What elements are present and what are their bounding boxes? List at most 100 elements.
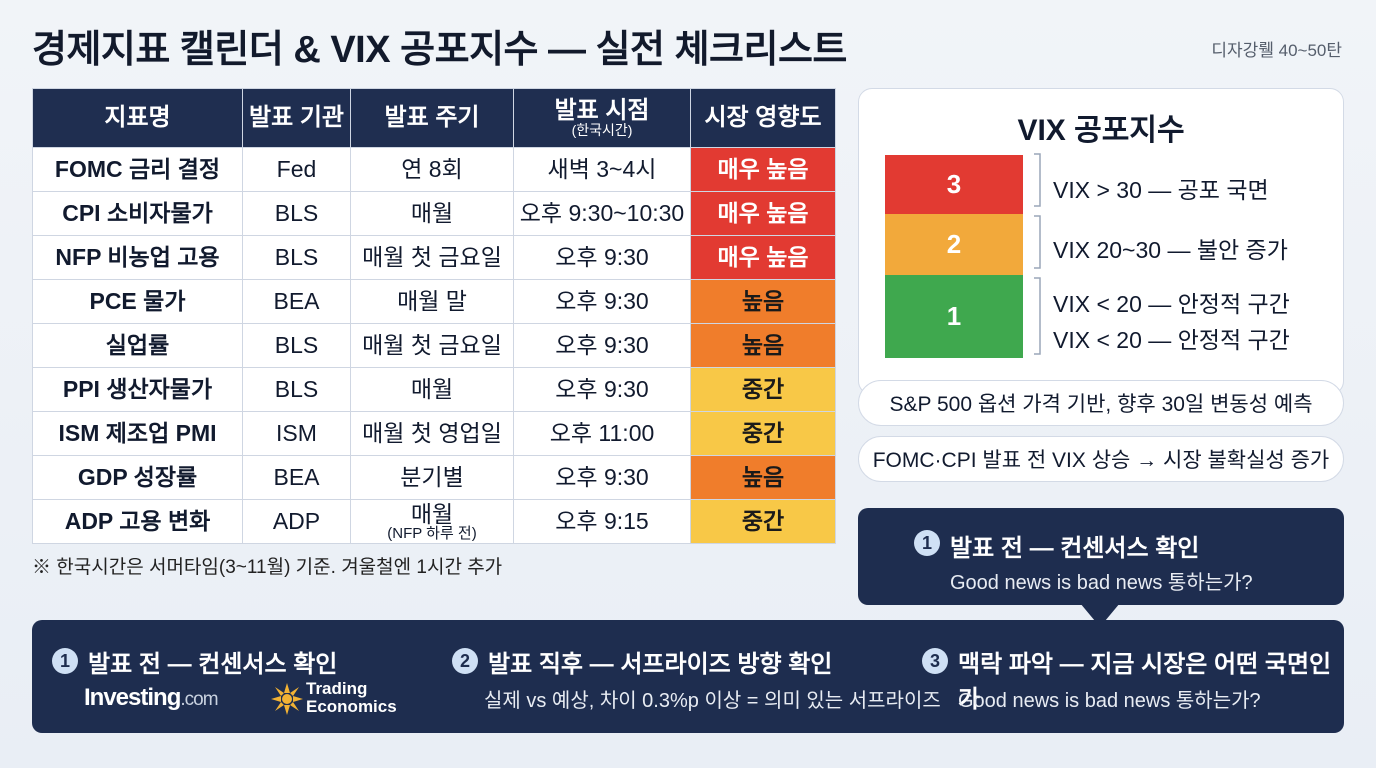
table-cell: 오후 9:30 xyxy=(513,367,691,412)
table-cell: 오후 9:30 xyxy=(513,323,691,368)
cell-text: 중간 xyxy=(741,508,785,535)
cell-text: 매월 xyxy=(410,500,454,527)
table-cell: 매월 첫 영업일 xyxy=(350,411,514,456)
header-row: 지표명 발표 기관 발표 주기 발표 시점 (한국시간) 시장 영향도 xyxy=(32,88,836,148)
table-row: GDP 성장률 BEA 분기별 오후 9:30 높음 xyxy=(32,455,836,500)
table-cell: BLS xyxy=(242,323,351,368)
vix-line: VIX < 20 — 안정적 구간 xyxy=(1053,290,1290,317)
table-row: ADP 고용 변화 ADP 매월 (NFP 하루 전) 오후 9:15 중간 xyxy=(32,499,836,544)
cell-text: 매월 xyxy=(410,376,454,403)
table-cell: FOMC 금리 결정 xyxy=(32,147,243,192)
table-cell: BEA xyxy=(242,455,351,500)
step-number: 2 xyxy=(452,648,478,674)
cell-text: 오후 9:15 xyxy=(555,508,649,535)
cell-text: 실업률 xyxy=(105,332,170,359)
table-cell: GDP 성장률 xyxy=(32,455,243,500)
callout: 1 발표 전 — 컨센서스 확인 Good news is bad news 통… xyxy=(858,508,1344,605)
table-cell: BLS xyxy=(242,191,351,236)
column-note: (한국시간) xyxy=(571,122,633,139)
cell-text: 높음 xyxy=(741,288,785,315)
table-cell: BEA xyxy=(242,279,351,324)
vix-level: 3 xyxy=(885,155,1023,214)
cell-text: 매월 첫 영업일 xyxy=(362,420,502,447)
cell-text: 중간 xyxy=(741,376,785,403)
table-cell: 높음 xyxy=(690,323,836,368)
logo-text: Trading xyxy=(306,679,368,698)
vix-level: 2 xyxy=(885,214,1023,275)
table-row: CPI 소비자물가 BLS 매월 오후 9:30~10:30 매우 높음 xyxy=(32,191,836,236)
table-cell: 연 8회 xyxy=(350,147,514,192)
cell-text: ISM xyxy=(276,420,317,447)
cell-text: 높음 xyxy=(741,464,785,491)
cell-text: BEA xyxy=(273,464,320,491)
column-header: 발표 주기 xyxy=(350,88,514,148)
column-title: 발표 시점 xyxy=(554,97,650,125)
table-cell: PCE 물가 xyxy=(32,279,243,324)
brackets xyxy=(1034,153,1041,355)
vix-line: VIX < 20 — 안정적 구간 xyxy=(1053,326,1290,353)
cell-text: ADP 고용 변화 xyxy=(64,508,211,535)
steps-band: 1 발표 전 — 컨센서스 확인 Investing.com Trading Ec… xyxy=(32,620,1344,733)
table-cell: 매월 첫 금요일 xyxy=(350,235,514,280)
column-title: 시장 영향도 xyxy=(704,104,822,132)
vix-line: VIX > 30 — 공포 국면 xyxy=(1053,176,1269,203)
cell-text: 매우 높음 xyxy=(717,244,809,271)
table-row: PCE 물가 BEA 매월 말 오후 9:30 높음 xyxy=(32,279,836,324)
cell-text: 중간 xyxy=(741,420,785,447)
table-cell: 중간 xyxy=(690,367,836,412)
cell-text: GDP 성장률 xyxy=(77,464,198,491)
logo-text: Investing xyxy=(84,684,181,711)
table-cell: 매월 xyxy=(350,367,514,412)
cell-text: 높음 xyxy=(741,332,785,359)
cell-text: 오후 9:30 xyxy=(555,332,649,359)
step-number: 1 xyxy=(914,530,940,556)
table-cell: 매우 높음 xyxy=(690,147,836,192)
vix-note: S&P 500 옵션 가격 기반, 향후 30일 변동성 예측 xyxy=(858,380,1344,426)
cell-text: 분기별 xyxy=(400,464,464,491)
table-cell: ADP xyxy=(242,499,351,544)
table-cell: 매월 첫 금요일 xyxy=(350,323,514,368)
table-cell: Fed xyxy=(242,147,351,192)
cell-text: 매월 첫 금요일 xyxy=(362,332,502,359)
cell-text: 오후 11:00 xyxy=(549,420,655,447)
table-row: FOMC 금리 결정 Fed 연 8회 새벽 3~4시 매우 높음 xyxy=(32,147,836,192)
cell-text: 매월 말 xyxy=(397,288,467,315)
cell-text: Fed xyxy=(276,156,317,183)
table-cell: 실업률 xyxy=(32,323,243,368)
cell-text: ISM 제조업 PMI xyxy=(58,420,217,447)
cell-text: FOMC 금리 결정 xyxy=(54,156,221,183)
column-title: 지표명 xyxy=(104,104,171,132)
footnote: ※ 한국시간은 서머타임(3~11월) 기준. 겨울철엔 1시간 추가 xyxy=(32,557,503,578)
tag: 디자강뤨 40~50탄 xyxy=(1211,41,1342,60)
column-header: 지표명 xyxy=(32,88,243,148)
cell-text: BLS xyxy=(274,200,319,227)
vix-line: VIX 20~30 — 불안 증가 xyxy=(1053,236,1288,263)
table-cell: CPI 소비자물가 xyxy=(32,191,243,236)
table-cell: 매우 높음 xyxy=(690,191,836,236)
table-cell: 새벽 3~4시 xyxy=(513,147,691,192)
table-cell: BLS xyxy=(242,367,351,412)
cell-text: NFP 비농업 고용 xyxy=(55,244,220,271)
column-title: 발표 기관 xyxy=(249,104,344,132)
column-title: 발표 주기 xyxy=(384,104,480,132)
table-row: 실업률 BLS 매월 첫 금요일 오후 9:30 높음 xyxy=(32,323,836,368)
cell-text: 매월 xyxy=(410,200,454,227)
vix-level: 1 xyxy=(885,275,1023,358)
step-title: 발표 직후 — 서프라이즈 방향 확인 xyxy=(488,651,833,678)
table-cell: 높음 xyxy=(690,455,836,500)
vix-title: VIX 공포지수 xyxy=(1017,114,1185,147)
table-cell: 중간 xyxy=(690,499,836,544)
table-cell: 매월 xyxy=(350,191,514,236)
logo-trading: Trading Economics xyxy=(306,680,397,716)
column-header: 발표 시점 (한국시간) xyxy=(513,88,691,148)
cell-text: BLS xyxy=(274,244,319,271)
callout-pointer xyxy=(1080,603,1120,627)
table-row: ISM 제조업 PMI ISM 매월 첫 영업일 오후 11:00 중간 xyxy=(32,411,836,456)
vix-panel: VIX 공포지수 3 VIX > 30 — 공포 국면 2 VIX 20~30 — 불… xyxy=(858,88,1344,395)
cell-note: (NFP 하루 전) xyxy=(387,524,477,542)
table-cell: ADP 고용 변화 xyxy=(32,499,243,544)
step-title: 발표 전 — 컨센서스 확인 xyxy=(88,651,338,678)
cell-text: 오후 9:30 xyxy=(555,464,649,491)
callout-text: Good news is bad news 통하는가? xyxy=(950,572,1253,594)
